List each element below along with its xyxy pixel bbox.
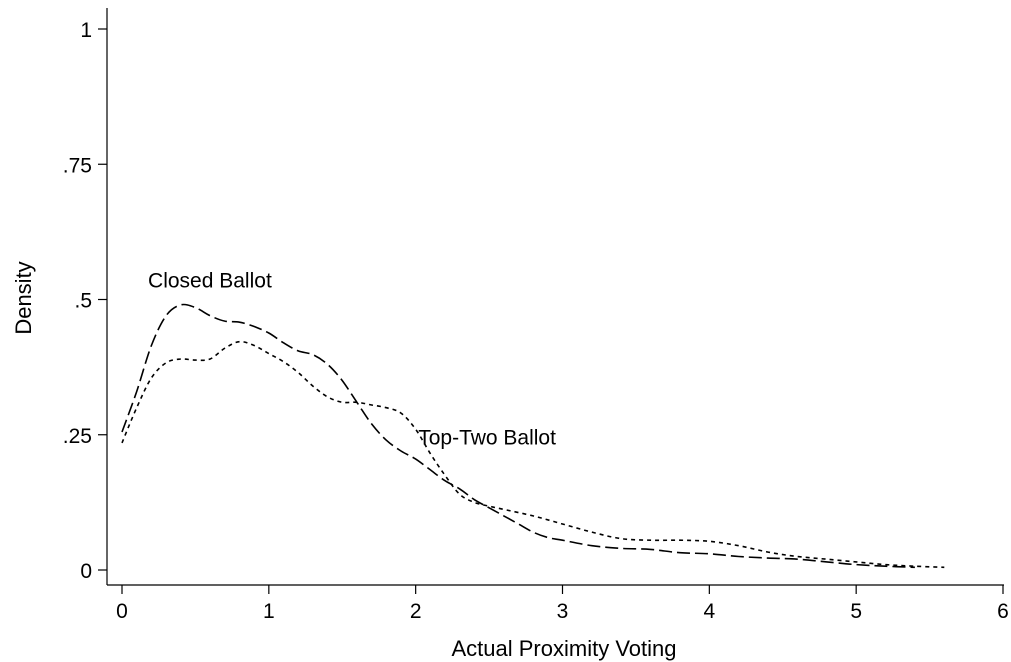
y-ticks: 0 .25 .5 .75 1 (63, 19, 107, 583)
x-ticks: 0 1 2 3 4 5 6 (116, 585, 1009, 623)
x-tick-label: 6 (997, 600, 1009, 623)
x-tick-label: 0 (116, 600, 128, 623)
y-tick-label: .75 (63, 154, 92, 177)
x-tick-label: 1 (263, 600, 275, 623)
x-tick-label: 3 (557, 600, 569, 623)
y-tick-label: .5 (74, 290, 92, 313)
x-tick-label: 2 (410, 600, 422, 623)
series-line-top-two-ballot (121, 340, 945, 569)
axes (106, 8, 1004, 586)
annotation-label: Closed Ballot (148, 270, 272, 293)
y-axis-title: Density (11, 261, 36, 334)
y-tick-label: 0 (80, 560, 92, 583)
x-axis-title: Actual Proximity Voting (452, 636, 677, 661)
y-tick-label: .25 (63, 425, 92, 448)
annotation-layer: Closed Ballot Top-Two Ballot (148, 270, 556, 450)
annotation-label: Top-Two Ballot (418, 426, 556, 449)
x-tick-label: 5 (850, 600, 862, 623)
series-layer (121, 303, 945, 569)
series-line-closed-ballot (121, 303, 915, 569)
x-tick-label: 4 (703, 600, 715, 623)
y-tick-label: 1 (80, 19, 92, 42)
